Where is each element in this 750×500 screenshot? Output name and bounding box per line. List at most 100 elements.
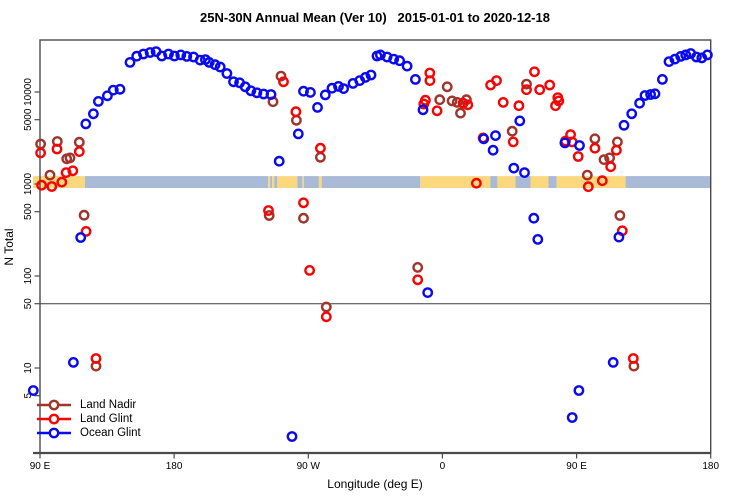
map-band-land xyxy=(33,176,85,188)
land-glint-point xyxy=(304,264,315,276)
ocean-glint-point xyxy=(312,102,323,113)
land-glint-point xyxy=(553,95,565,107)
land-glint-point xyxy=(35,147,46,159)
land-nadir-point xyxy=(455,107,466,119)
ocean-glint-point xyxy=(422,287,434,298)
map-band-land xyxy=(318,176,322,188)
legend-label-land-glint: Land Glint xyxy=(80,413,133,425)
ocean-glint-point xyxy=(680,49,692,61)
land-glint-point xyxy=(431,105,443,117)
land-nadir-point xyxy=(275,70,287,82)
map-band-ocean xyxy=(85,176,269,188)
land-glint-point xyxy=(263,205,274,216)
land-glint-point xyxy=(589,142,601,154)
ocean-glint-point xyxy=(27,385,39,396)
map-band-land xyxy=(302,176,304,188)
land-nadir-point xyxy=(290,114,302,126)
x-tick-label: 0 xyxy=(440,461,446,472)
y-tick-label: 50 xyxy=(23,298,34,310)
land-glint-point xyxy=(582,181,594,193)
ocean-glint-point xyxy=(107,84,119,96)
x-tick-label: 90 E xyxy=(566,461,587,472)
legend-label-land-nadir: Land Nadir xyxy=(80,399,137,411)
land-nadir-point xyxy=(434,94,446,106)
ocean-glint-point xyxy=(691,51,702,63)
land-glint-point xyxy=(51,143,63,155)
y-tick-label: 5 xyxy=(23,392,34,398)
ocean-glint-point xyxy=(144,47,156,58)
y-tick-label: 500 xyxy=(23,203,34,220)
ocean-glint-point xyxy=(490,130,501,142)
land-glint-point xyxy=(462,99,474,111)
ocean-glint-point xyxy=(298,85,309,97)
land-glint-point xyxy=(470,177,482,189)
ocean-glint-point xyxy=(163,48,174,60)
ocean-glint-point xyxy=(508,162,520,174)
land-nadir-point xyxy=(298,212,309,224)
ocean-glint-point xyxy=(618,119,630,131)
land-glint-point xyxy=(290,106,302,118)
ocean-glint-point xyxy=(88,108,99,120)
ocean-glint-point xyxy=(228,76,239,88)
land-nadir-point xyxy=(314,151,326,163)
ocean-glint-point xyxy=(574,140,585,151)
ocean-glint-point xyxy=(124,57,136,68)
legend-item-land-nadir: Land Nadir xyxy=(36,398,141,412)
y-axis-label: N Total xyxy=(2,228,16,266)
ocean-glint-point xyxy=(326,82,338,94)
land-glint-point xyxy=(529,66,540,78)
ocean-glint-point xyxy=(514,115,526,127)
ocean-glint-point xyxy=(702,49,713,61)
land-glint-point xyxy=(627,353,639,364)
land-glint-point xyxy=(491,75,502,87)
map-band-ocean xyxy=(490,176,498,188)
land-glint-point xyxy=(90,353,102,364)
chart-title: 25N-30N Annual Mean (Ver 10) 2015-01-01 … xyxy=(200,10,550,25)
land-nadir-point xyxy=(614,210,626,221)
x-axis-label: Longitude (deg E) xyxy=(327,477,423,491)
ocean-glint-point xyxy=(319,89,331,101)
land-glint-point xyxy=(521,84,532,96)
land-glint-point xyxy=(507,136,519,148)
land-glint-point xyxy=(320,311,332,323)
land-nadir-point xyxy=(598,154,610,166)
ocean-glint-point xyxy=(409,74,421,85)
y-tick-label: 1000 xyxy=(23,172,34,195)
ocean-glint-point xyxy=(80,118,92,130)
series-ocean-glint xyxy=(27,46,713,442)
land-nadir-point xyxy=(412,261,424,273)
y-tick-label: 10000 xyxy=(23,78,34,106)
ocean-glint-point xyxy=(114,83,126,95)
map-band-ocean xyxy=(274,176,278,188)
map-band-ocean xyxy=(321,176,421,188)
map-band-land xyxy=(497,176,516,188)
map-band-ocean xyxy=(303,176,319,188)
ocean-glint-point xyxy=(175,49,187,61)
x-tick-label: 180 xyxy=(702,461,719,472)
legend: Land Nadir Land Glint Ocean Glint xyxy=(36,398,141,440)
land-glint-point xyxy=(80,225,92,237)
ocean-glint-marker-icon xyxy=(37,427,71,439)
ocean-glint-point xyxy=(203,57,215,68)
ocean-glint-point xyxy=(292,128,304,140)
ocean-glint-point xyxy=(645,89,656,100)
land-glint-point xyxy=(73,146,85,158)
map-band-land xyxy=(272,176,275,188)
ocean-glint-point xyxy=(181,51,193,62)
land-nadir-point xyxy=(589,133,601,145)
y-tick-label: 100 xyxy=(23,267,34,284)
land-nadir-point xyxy=(263,210,275,221)
x-tick-label: 90 W xyxy=(297,461,321,472)
land-glint-point xyxy=(36,179,47,191)
ocean-glint-point xyxy=(559,137,571,149)
ocean-glint-point xyxy=(265,89,277,100)
map-band-land xyxy=(530,176,549,188)
land-glint-point xyxy=(513,100,525,112)
land-nadir-point xyxy=(44,169,56,181)
land-nadir-point xyxy=(612,136,623,148)
x-tick-label: 90 E xyxy=(30,461,51,472)
ocean-glint-point xyxy=(613,231,625,243)
ocean-glint-point xyxy=(102,90,113,102)
land-nadir-point xyxy=(506,125,518,137)
ocean-glint-point xyxy=(304,87,316,98)
